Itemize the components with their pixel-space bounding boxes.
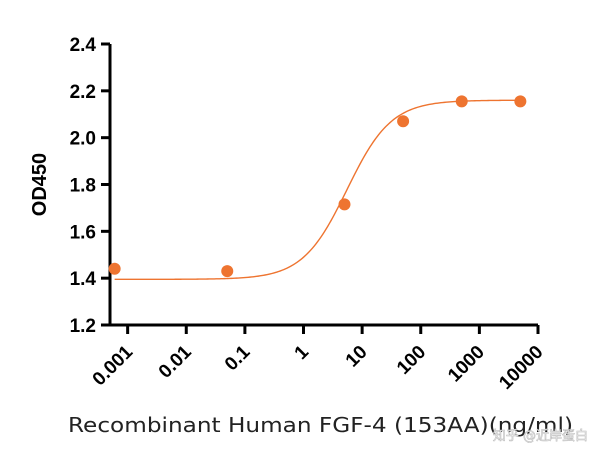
x-tick-label: 1 [291, 341, 314, 364]
y-axis-title: OD450 [29, 153, 51, 216]
data-points [108, 95, 527, 278]
y-tick-label: 1.2 [70, 316, 96, 337]
y-tick-label: 1.6 [70, 222, 96, 243]
y-tick-label: 2.4 [70, 35, 97, 56]
x-tick-label: 0.001 [89, 341, 138, 390]
x-tick-label: 100 [393, 342, 430, 379]
x-tick-label: 10000 [495, 342, 547, 394]
data-point [397, 115, 410, 128]
y-tick-label: 2.0 [70, 129, 96, 150]
data-point [221, 265, 234, 278]
y-tick-label: 1.8 [70, 176, 96, 197]
x-axis-title: Recombinant Human FGF-4 (153AA)(ng/ml) [68, 413, 573, 437]
x-tick-label: 1000 [444, 342, 489, 387]
y-tick-label: 2.2 [70, 82, 96, 103]
fit-curve-line [114, 99, 521, 281]
data-point [108, 262, 121, 275]
data-point [514, 95, 527, 108]
x-tick-label: 0.01 [155, 341, 196, 382]
data-point [455, 95, 468, 108]
x-tick-label: 0.1 [221, 341, 255, 375]
data-point [338, 198, 351, 211]
watermark: 知乎 @近岸蛋白 [493, 428, 588, 444]
tick-labels: 1.2 1.4 1.6 1.8 2.0 2.2 2.4 0.001 0.01 0.1 1 10 100 1… [70, 35, 548, 394]
axes [101, 42, 540, 334]
y-tick-label: 1.4 [70, 269, 97, 290]
x-tick-label: 10 [342, 342, 372, 372]
fit-curve [114, 99, 521, 281]
